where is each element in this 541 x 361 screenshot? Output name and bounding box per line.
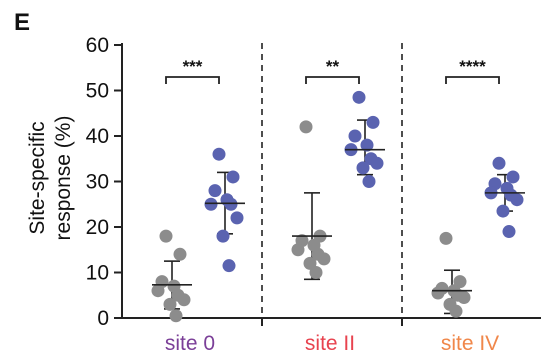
blue-data-point [356,161,370,175]
grey-data-point [177,293,191,307]
y-axis-label: Site-specific response (%) [26,116,75,241]
significance-label: *** [183,57,203,76]
blue-data-point [226,170,240,184]
significance-label: ** [326,57,340,76]
y-axis-label-line-1: Site-specific [26,121,49,234]
grey-data-point [431,286,445,300]
blue-data-point [366,115,380,129]
y-tick-label: 10 [86,262,109,285]
grey-data-point [317,252,331,266]
y-tick-label: 20 [86,216,109,239]
blue-data-point [230,211,244,225]
grey-data-point [449,304,463,318]
blue-data-point [208,184,222,198]
blue-data-point [370,156,384,170]
blue-data-point [212,147,226,161]
grey-data-point [299,120,313,134]
y-axis-label-line-2: response (%) [52,116,75,241]
blue-data-point [510,193,524,207]
y-tick-label: 50 [86,80,109,103]
blue-data-point [360,138,374,152]
data-marks: *** ** **** [151,57,525,323]
significance-bracket [305,76,360,84]
panel-label: E [14,9,30,36]
blue-data-point [506,170,520,184]
significance-bracket [445,76,500,84]
blue-data-point [492,156,506,170]
grey-data-point [457,291,471,305]
grey-data-point [163,297,177,311]
grey-data-point [309,266,323,279]
significance-label: **** [459,57,486,76]
x-category-label: site II [305,332,355,355]
blue-data-point [362,175,376,188]
significance-bracket [165,76,220,84]
grey-data-point [169,309,183,323]
blue-data-point [496,204,510,218]
axes: 0 10 20 30 40 50 60 site 0 site II site IV [86,34,541,355]
blue-data-point [224,197,238,211]
grey-data-point [291,243,305,257]
blue-data-point [216,229,230,243]
y-tick-label: 0 [97,307,109,330]
y-tick-label: 60 [86,34,109,57]
blue-data-point [502,225,516,239]
x-category-label: site IV [441,332,499,355]
blue-data-point [352,90,366,104]
grey-data-point [151,284,165,298]
y-tick-label: 30 [86,171,109,194]
x-category-label: site 0 [165,332,215,355]
blue-data-point [348,129,362,143]
blue-data-point [204,197,218,211]
grey-data-point [439,231,453,245]
grey-data-point [159,229,173,243]
grey-data-point [173,247,187,261]
blue-data-point [222,259,236,273]
y-tick-label: 40 [86,125,109,148]
